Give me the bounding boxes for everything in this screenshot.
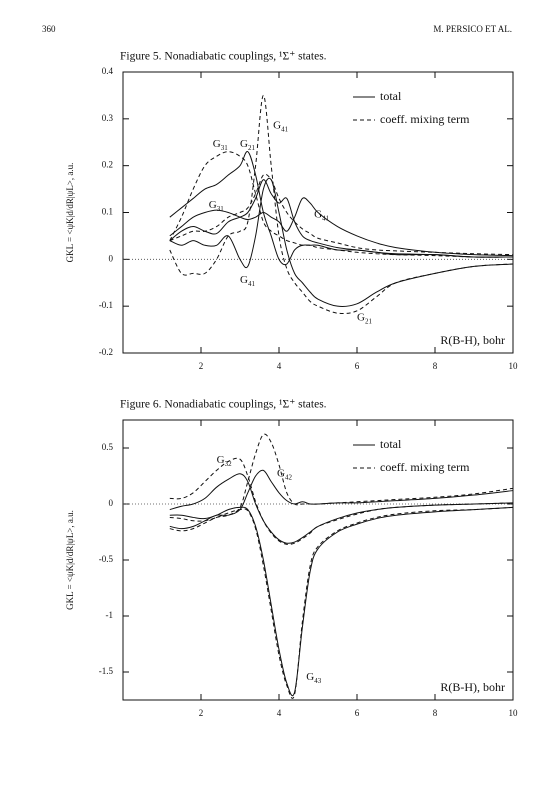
x-tick-label: 8 (433, 361, 438, 371)
curve-label-sub: 43 (314, 677, 322, 685)
curve-label-sub: 41 (248, 280, 256, 288)
curve-label-sub: 31 (221, 144, 229, 152)
running-head: M. PERSICO ET AL. (433, 24, 512, 34)
curve-label: G (209, 199, 217, 211)
y-tick-label: -1.5 (99, 666, 114, 676)
x-tick-label: 6 (355, 708, 360, 718)
curve-label: G (240, 138, 248, 150)
curve-label-sub: 42 (285, 473, 293, 481)
curve (169, 151, 514, 258)
x-tick-label: 4 (277, 708, 282, 718)
curve-label-sub: 31 (217, 205, 225, 213)
y-tick-label: -0.5 (99, 554, 114, 564)
curve (169, 94, 514, 315)
curve-label: G (357, 311, 365, 323)
curve-label: G (277, 467, 285, 479)
y-tick-label: 0 (109, 498, 114, 508)
curve (169, 506, 514, 699)
legend-label: total (380, 89, 402, 103)
curve-label: G (240, 274, 248, 286)
x-tick-label: 2 (199, 361, 204, 371)
curve (169, 177, 514, 307)
x-tick-label: 10 (509, 361, 519, 371)
y-tick-label: -0.1 (99, 300, 113, 310)
y-tick-label: 0.4 (102, 66, 114, 76)
curve-label-sub: 41 (322, 214, 330, 222)
x-tick-label: 6 (355, 361, 360, 371)
y-tick-label: 0.3 (102, 113, 114, 123)
page-number: 360 (42, 24, 56, 34)
curve-label: G (217, 454, 225, 466)
y-axis-label: GKL = <ψK|d/dR|ψL>, a.u. (65, 163, 75, 263)
curve (169, 433, 514, 532)
chart-title: Figure 5. Nonadiabatic couplings, ¹Σ⁺ st… (120, 51, 327, 63)
curve-label: G (273, 119, 281, 131)
y-tick-label: 0.1 (102, 207, 113, 217)
x-axis-label: R(B-H), bohr (440, 333, 505, 347)
y-tick-label: 0.5 (102, 442, 114, 452)
y-tick-label: -1 (106, 610, 114, 620)
curve (169, 179, 514, 258)
curve-label-sub: 32 (225, 460, 233, 468)
curve (169, 197, 514, 257)
curve-label-sub: 21 (248, 144, 256, 152)
curve-label: G (314, 208, 322, 220)
legend-label: total (380, 437, 402, 451)
x-tick-label: 2 (199, 708, 204, 718)
legend-label: coeff. mixing term (380, 112, 470, 126)
curve (169, 469, 514, 530)
curve (169, 173, 514, 256)
curve-label: G (213, 138, 221, 150)
curve (169, 473, 514, 544)
y-tick-label: 0 (109, 253, 114, 263)
y-tick-label: -0.2 (99, 347, 113, 357)
x-tick-label: 4 (277, 361, 282, 371)
x-tick-label: 10 (509, 708, 519, 718)
x-tick-label: 8 (433, 708, 438, 718)
y-tick-label: 0.2 (102, 160, 113, 170)
curve-label: G (306, 671, 314, 683)
curve-label-sub: 21 (365, 317, 373, 325)
chart-title: Figure 6. Nonadiabatic couplings, ¹Σ⁺ st… (120, 399, 327, 411)
y-axis-label: GKL = <ψK|d/dR|ψL>, a.u. (65, 510, 75, 610)
legend-label: coeff. mixing term (380, 460, 470, 474)
x-axis-label: R(B-H), bohr (440, 680, 505, 694)
curve-label-sub: 41 (281, 125, 289, 133)
